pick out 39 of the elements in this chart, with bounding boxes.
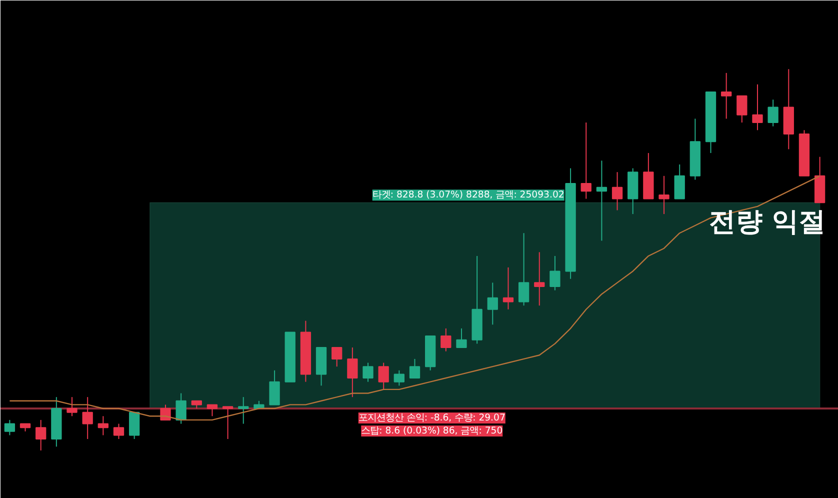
candlestick [534, 252, 545, 306]
candlestick [222, 406, 234, 440]
annotation: 스탑: 8.6 (0.03%) 86, 금액: 750 [361, 426, 503, 437]
candlestick [4, 419, 16, 436]
candlestick [674, 164, 685, 200]
candlestick [580, 122, 592, 200]
candlestick [440, 328, 452, 352]
candlestick [66, 396, 78, 417]
candlestick [409, 358, 420, 379]
candlestick [658, 175, 670, 215]
candlestick [394, 370, 404, 386]
candlestick [160, 404, 171, 420]
candlestick [238, 396, 249, 424]
candlestick [269, 370, 280, 406]
candlestick [612, 172, 623, 211]
candlestick [36, 419, 46, 451]
candlestick [736, 95, 748, 124]
candlestick [502, 266, 514, 310]
candlestick [82, 396, 93, 440]
candlestick [332, 347, 342, 368]
candlestick [456, 328, 467, 348]
candlestick [518, 232, 530, 306]
annotation: 전량 익절 [708, 206, 826, 238]
candlestick [98, 416, 108, 436]
candlestick [768, 99, 778, 127]
candlestick [378, 362, 389, 390]
candlestick [347, 347, 358, 398]
candlestick [550, 255, 560, 291]
candlestick [113, 423, 124, 440]
candlestick [487, 282, 498, 326]
candlestick [206, 404, 218, 417]
candlestick [362, 362, 374, 382]
annotation: 포지션청산 손익: -8.6, 수량: 29.07 [358, 412, 506, 424]
candlestick [752, 84, 763, 131]
candlestick [721, 72, 732, 120]
candlestick [596, 160, 608, 242]
candlestick [128, 412, 140, 440]
annotation: 타겟: 828.8 (3.07%) 8288, 금액: 25093.02 [372, 190, 564, 201]
candlestick [176, 392, 186, 424]
